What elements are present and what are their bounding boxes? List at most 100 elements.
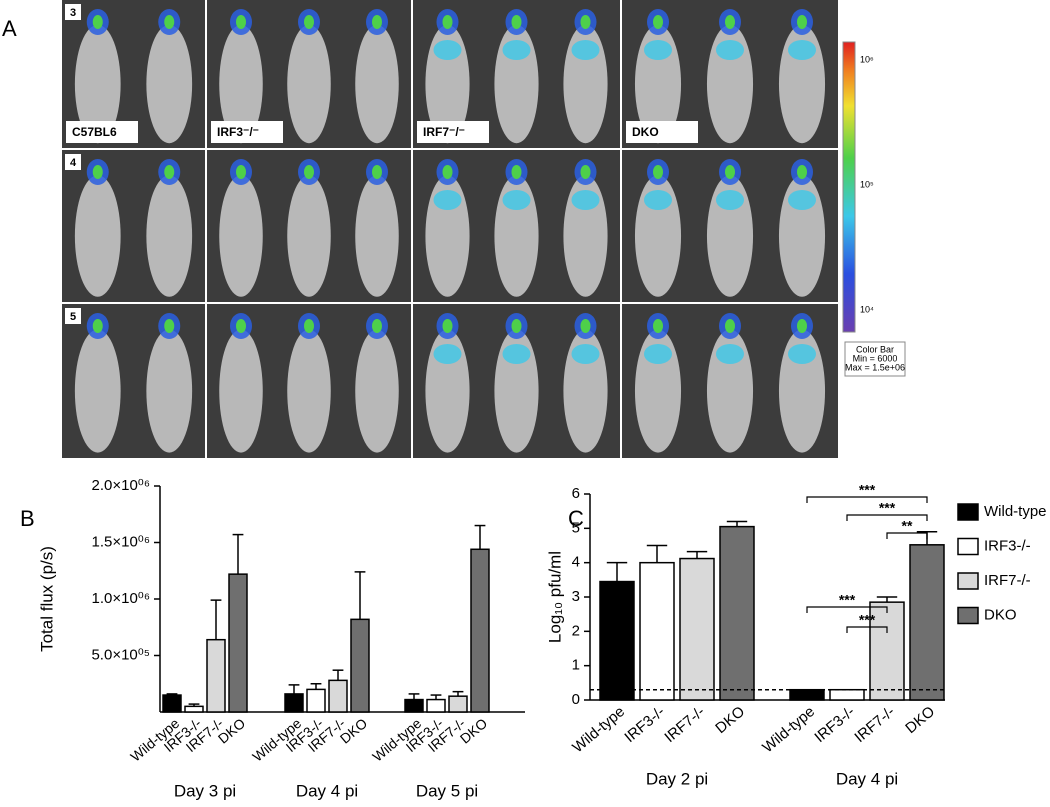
mouse-body bbox=[563, 329, 608, 453]
signal bbox=[236, 319, 246, 333]
x-tick-label: IRF7-/- bbox=[661, 703, 708, 746]
signal bbox=[725, 15, 735, 29]
signal bbox=[502, 190, 531, 210]
mouse-body bbox=[146, 175, 193, 297]
colorbar bbox=[842, 41, 856, 333]
signal bbox=[580, 15, 591, 29]
signal bbox=[442, 15, 453, 29]
signal bbox=[571, 344, 600, 364]
bar bbox=[719, 525, 755, 701]
column-label-box bbox=[211, 121, 283, 143]
x-tick-label: IRF3-/- bbox=[621, 703, 668, 746]
signal bbox=[580, 319, 591, 333]
y-tick-label: 0 bbox=[572, 691, 580, 708]
signal bbox=[644, 344, 672, 364]
panel-label: C bbox=[568, 506, 584, 531]
column-label: IRF7⁻/⁻ bbox=[423, 125, 465, 139]
y-tick-label: 5.0×10⁰⁵ bbox=[91, 646, 150, 663]
legend-label: IRF3-/- bbox=[984, 537, 1031, 554]
signal bbox=[716, 344, 744, 364]
signal bbox=[511, 15, 522, 29]
signal bbox=[653, 165, 663, 179]
colorbar-max: Max = 1.5e+06 bbox=[845, 362, 905, 372]
bar bbox=[228, 573, 248, 713]
signal bbox=[442, 165, 453, 179]
signal bbox=[372, 319, 382, 333]
row-label: 5 bbox=[70, 311, 76, 323]
signal bbox=[372, 165, 382, 179]
legend-swatch bbox=[957, 537, 979, 556]
significance-bracket bbox=[886, 532, 928, 539]
bar bbox=[639, 561, 675, 701]
group-label: Day 4 pi bbox=[836, 769, 898, 788]
mouse-body bbox=[355, 175, 399, 297]
signal bbox=[725, 165, 735, 179]
mouse-body bbox=[287, 24, 331, 144]
significance-bracket bbox=[806, 496, 928, 503]
y-tick-label: 2 bbox=[572, 622, 580, 639]
row-label-box bbox=[65, 154, 81, 170]
signal bbox=[236, 15, 246, 29]
colorbar-box bbox=[844, 341, 906, 377]
colorbar-min: Min = 6000 bbox=[853, 353, 898, 363]
signal bbox=[716, 190, 744, 210]
x-tick-label: IRF7-/- bbox=[851, 703, 898, 746]
mouse-body bbox=[146, 24, 193, 144]
column-label-box bbox=[626, 121, 698, 143]
image-grid: 3 C57BL6 IRF3⁻/⁻ IRF7⁻/⁻ DKO 4 5 bbox=[62, 0, 838, 458]
column-label-box bbox=[66, 121, 138, 143]
significance-label: *** bbox=[859, 482, 876, 498]
group-label: Day 5 pi bbox=[416, 781, 478, 800]
mouse-body bbox=[74, 329, 121, 453]
bar bbox=[470, 548, 490, 713]
colorbar-tick: 10⁴ bbox=[860, 304, 874, 314]
signal bbox=[433, 344, 462, 364]
y-axis-label: Log₁₀ pfu/ml bbox=[545, 551, 564, 643]
mouse-body bbox=[778, 329, 826, 453]
mouse-body bbox=[219, 24, 263, 144]
row-label: 3 bbox=[70, 7, 76, 19]
y-tick-label: 5 bbox=[572, 519, 580, 536]
bar bbox=[306, 688, 326, 713]
signal bbox=[304, 15, 314, 29]
legend-swatch bbox=[957, 503, 979, 521]
mouse-body bbox=[74, 24, 121, 144]
group-label: Day 4 pi bbox=[296, 781, 358, 800]
x-tick-label: IRF3-/- bbox=[811, 703, 858, 746]
signal bbox=[580, 165, 591, 179]
significance-label: *** bbox=[859, 612, 876, 628]
signal bbox=[236, 165, 246, 179]
group-label: Day 2 pi bbox=[646, 769, 708, 788]
signal bbox=[725, 319, 735, 333]
mouse-body bbox=[634, 329, 682, 453]
significance-bracket bbox=[846, 514, 928, 521]
signal bbox=[304, 165, 314, 179]
signal bbox=[92, 165, 103, 179]
bar bbox=[426, 698, 446, 713]
legend-label: IRF7-/- bbox=[984, 572, 1031, 589]
bar bbox=[448, 695, 468, 713]
bar bbox=[679, 557, 715, 701]
colorbar-tick: 10⁶ bbox=[860, 54, 874, 64]
x-tick-label: Wild-type bbox=[759, 703, 818, 756]
signal bbox=[571, 190, 600, 210]
mouse-body bbox=[494, 329, 539, 453]
mouse-body bbox=[74, 175, 121, 297]
significance-bracket bbox=[806, 606, 888, 613]
signal bbox=[164, 319, 175, 333]
signal bbox=[716, 40, 744, 60]
bar bbox=[789, 688, 825, 701]
row-label-box bbox=[65, 308, 81, 324]
y-tick-label: 3 bbox=[572, 588, 580, 605]
panel-label: A bbox=[2, 16, 17, 41]
legend-swatch bbox=[957, 606, 979, 625]
signal bbox=[502, 344, 531, 364]
mouse-body bbox=[219, 329, 263, 453]
signal bbox=[164, 165, 175, 179]
significance-label: *** bbox=[839, 592, 856, 608]
column-label-box bbox=[417, 121, 489, 143]
bar bbox=[404, 698, 424, 713]
signal bbox=[653, 319, 663, 333]
signal bbox=[797, 165, 807, 179]
bar bbox=[284, 693, 304, 713]
